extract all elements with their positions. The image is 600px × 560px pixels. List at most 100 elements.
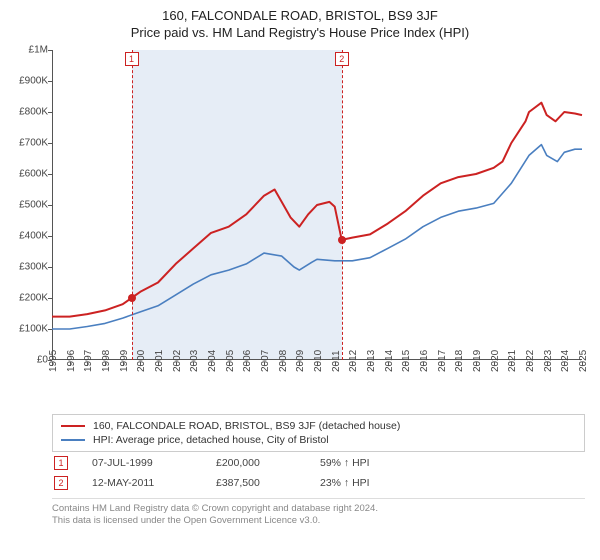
x-tick-label: 1998 (101, 350, 112, 372)
x-tick-mark (582, 362, 583, 366)
transaction-marker: 1 (54, 456, 68, 470)
x-tick-mark (335, 362, 336, 366)
x-tick-mark (511, 362, 512, 366)
x-tick-label: 1995 (48, 350, 59, 372)
x-tick-label: 2002 (172, 350, 183, 372)
x-tick-label: 2005 (225, 350, 236, 372)
x-tick-mark (158, 362, 159, 366)
x-tick-mark (494, 362, 495, 366)
legend-label-property: 160, FALCONDALE ROAD, BRISTOL, BS9 3JF (… (93, 420, 400, 432)
y-tick-label: £400K (19, 231, 48, 242)
transaction-date: 12-MAY-2011 (92, 477, 192, 489)
y-axis: £0£100K£200K£300K£400K£500K£600K£700K£80… (10, 50, 52, 360)
x-tick-label: 1996 (66, 350, 77, 372)
x-tick-mark (352, 362, 353, 366)
legend-row-hpi: HPI: Average price, detached house, City… (61, 433, 576, 447)
x-tick-mark (299, 362, 300, 366)
y-tick-label: £1M (29, 45, 48, 56)
y-tick-label: £200K (19, 293, 48, 304)
x-tick-mark (547, 362, 548, 366)
footer-line1: Contains HM Land Registry data © Crown c… (52, 503, 585, 515)
x-tick-mark (441, 362, 442, 366)
x-tick-label: 2013 (366, 350, 377, 372)
legend-label-hpi: HPI: Average price, detached house, City… (93, 434, 329, 446)
title-address: 160, FALCONDALE ROAD, BRISTOL, BS9 3JF (10, 8, 590, 23)
x-tick-label: 2001 (154, 350, 165, 372)
x-tick-mark (264, 362, 265, 366)
x-tick-mark (193, 362, 194, 366)
x-tick-label: 2017 (437, 350, 448, 372)
x-tick-label: 2021 (507, 350, 518, 372)
x-tick-mark (476, 362, 477, 366)
transaction-dot (338, 236, 346, 244)
chart-area: £0£100K£200K£300K£400K£500K£600K£700K£80… (10, 44, 590, 414)
legend-row-property: 160, FALCONDALE ROAD, BRISTOL, BS9 3JF (… (61, 419, 576, 433)
x-tick-mark (388, 362, 389, 366)
x-tick-label: 2025 (578, 350, 589, 372)
transaction-row: 2 12-MAY-2011 £387,500 23% ↑ HPI (52, 472, 585, 492)
x-tick-mark (282, 362, 283, 366)
y-tick-label: £600K (19, 169, 48, 180)
transaction-vline (342, 50, 343, 360)
x-tick-mark (405, 362, 406, 366)
x-tick-mark (123, 362, 124, 366)
y-tick-label: £800K (19, 107, 48, 118)
transaction-vline (132, 50, 133, 360)
transaction-price: £387,500 (216, 477, 296, 489)
x-tick-label: 2015 (401, 350, 412, 372)
x-tick-mark (87, 362, 88, 366)
x-tick-label: 2022 (525, 350, 536, 372)
x-tick-label: 2023 (543, 350, 554, 372)
x-tick-label: 1997 (83, 350, 94, 372)
x-tick-mark (140, 362, 141, 366)
x-tick-label: 2008 (278, 350, 289, 372)
x-tick-mark (564, 362, 565, 366)
transaction-marker-box: 2 (335, 52, 349, 66)
x-tick-label: 2006 (242, 350, 253, 372)
title-subtitle: Price paid vs. HM Land Registry's House … (10, 25, 590, 40)
x-tick-label: 2011 (331, 350, 342, 372)
x-tick-label: 2009 (295, 350, 306, 372)
x-tick-label: 2016 (419, 350, 430, 372)
x-tick-label: 2019 (472, 350, 483, 372)
x-tick-label: 2012 (348, 350, 359, 372)
x-tick-label: 2007 (260, 350, 271, 372)
legend-swatch-hpi (61, 439, 85, 441)
x-tick-mark (70, 362, 71, 366)
x-tick-mark (211, 362, 212, 366)
x-tick-mark (176, 362, 177, 366)
x-tick-label: 2024 (560, 350, 571, 372)
transaction-marker: 2 (54, 476, 68, 490)
x-tick-label: 2018 (454, 350, 465, 372)
plot-area: 12 (52, 50, 582, 360)
x-tick-mark (52, 362, 53, 366)
y-tick-label: £300K (19, 262, 48, 273)
legend-box: 160, FALCONDALE ROAD, BRISTOL, BS9 3JF (… (52, 414, 585, 452)
transaction-dot (128, 294, 136, 302)
x-tick-mark (370, 362, 371, 366)
x-tick-label: 2020 (490, 350, 501, 372)
y-tick-label: £900K (19, 76, 48, 87)
x-tick-mark (423, 362, 424, 366)
x-tick-mark (458, 362, 459, 366)
x-tick-label: 2014 (384, 350, 395, 372)
y-tick-label: £500K (19, 200, 48, 211)
transaction-price: £200,000 (216, 457, 296, 469)
transaction-hpi: 23% ↑ HPI (320, 477, 400, 489)
x-tick-label: 2003 (189, 350, 200, 372)
chart-container: 160, FALCONDALE ROAD, BRISTOL, BS9 3JF P… (0, 0, 600, 560)
x-tick-label: 2010 (313, 350, 324, 372)
footer-line2: This data is licensed under the Open Gov… (52, 515, 585, 527)
x-tick-label: 1999 (119, 350, 130, 372)
title-block: 160, FALCONDALE ROAD, BRISTOL, BS9 3JF P… (10, 8, 590, 40)
x-tick-mark (229, 362, 230, 366)
x-tick-mark (246, 362, 247, 366)
legend-swatch-property (61, 425, 85, 427)
x-tick-label: 2004 (207, 350, 218, 372)
y-tick-label: £700K (19, 138, 48, 149)
legend-block: 160, FALCONDALE ROAD, BRISTOL, BS9 3JF (… (52, 414, 585, 528)
x-axis: 1995199619971998199920002001200220032004… (52, 362, 582, 414)
footer: Contains HM Land Registry data © Crown c… (52, 498, 585, 528)
y-tick-label: £100K (19, 324, 48, 335)
x-tick-label: 2000 (136, 350, 147, 372)
